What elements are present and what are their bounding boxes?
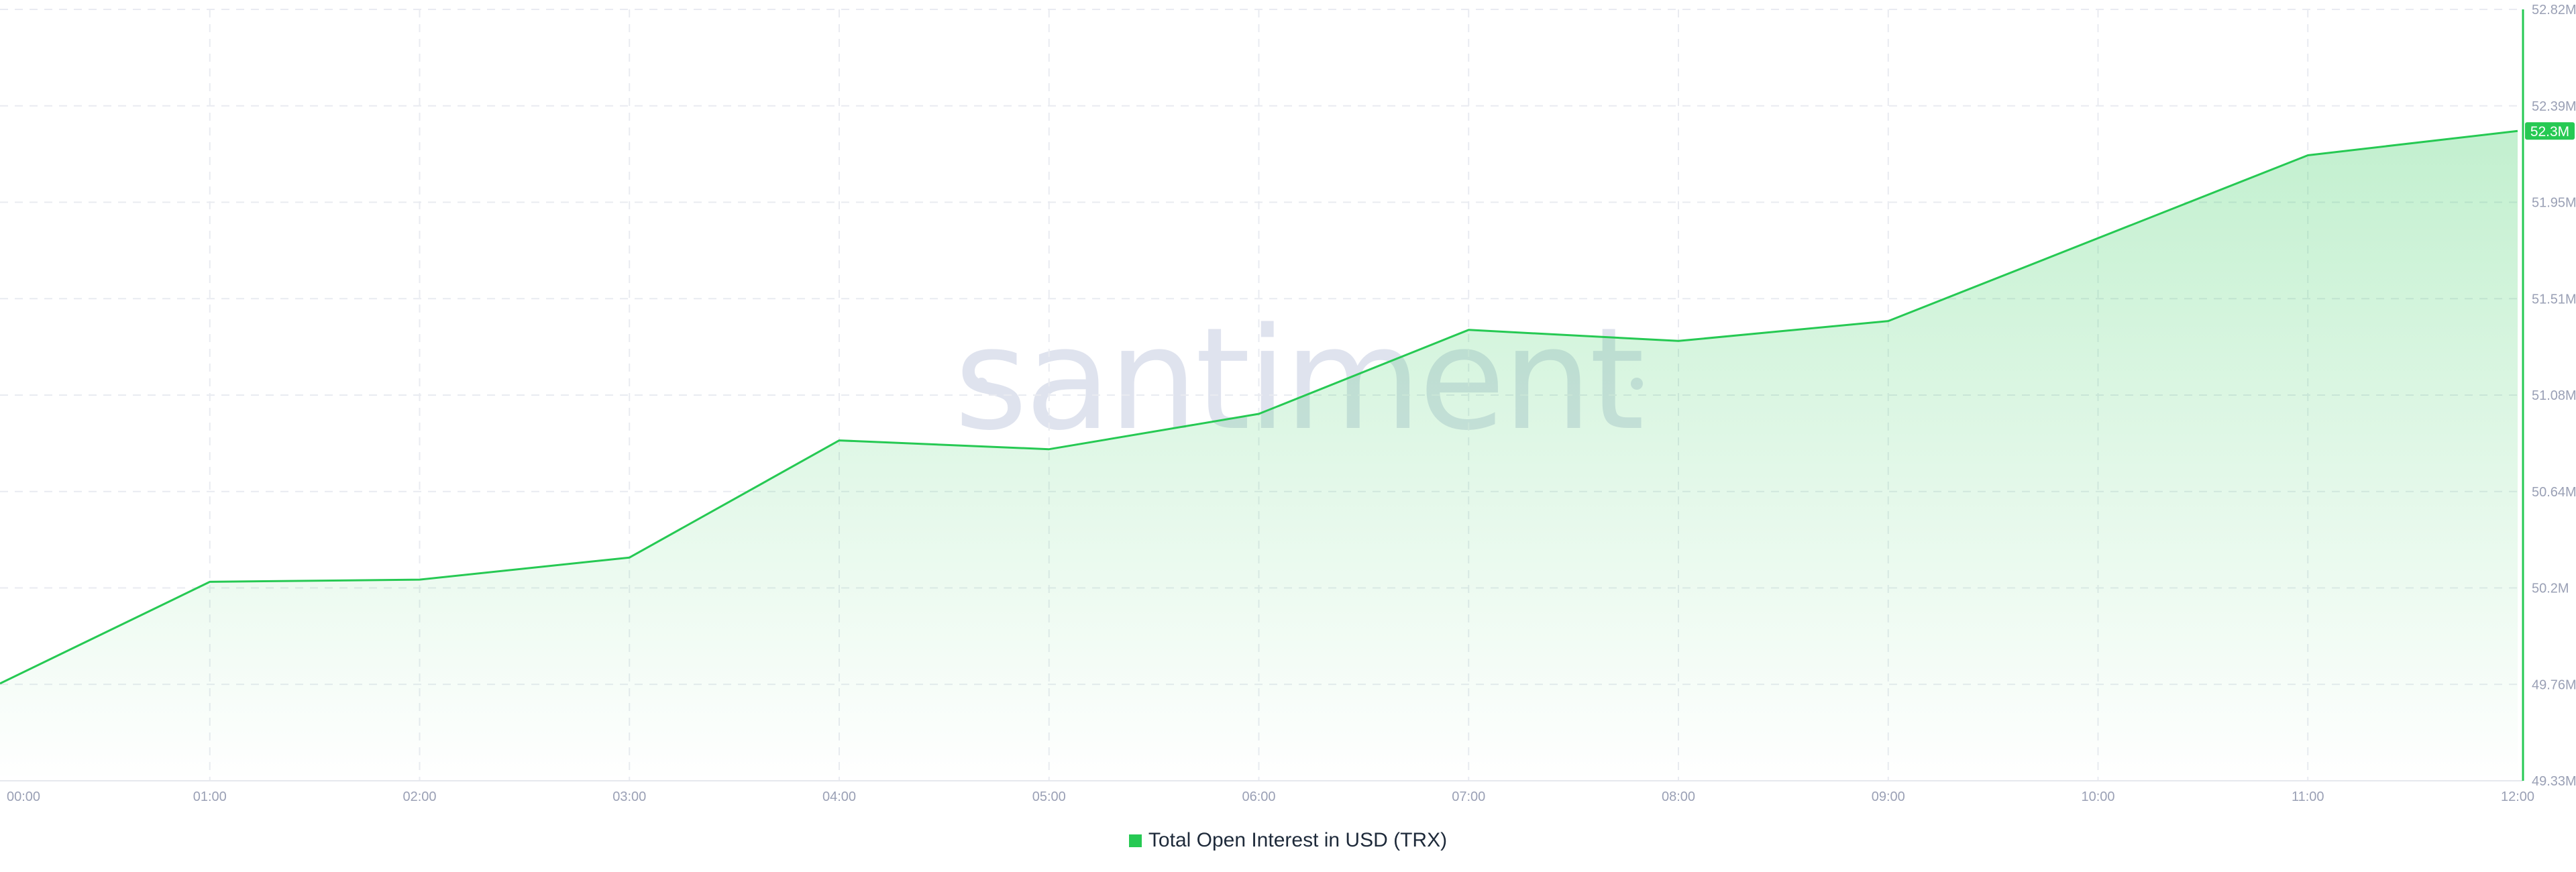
y-tick-label: 49.33M [2532, 774, 2576, 789]
watermark-dot-left [975, 378, 987, 390]
x-tick-label: 11:00 [2292, 789, 2324, 804]
x-tick-label: 03:00 [612, 789, 646, 804]
x-tick-label: 12:00 [2501, 789, 2534, 804]
last-value-badge [2525, 122, 2575, 140]
x-tick-label: 00:00 [7, 789, 40, 804]
y-tick-label: 51.08M [2532, 388, 2576, 403]
x-tick-label: 07:00 [1452, 789, 1485, 804]
y-tick-label: 50.64M [2532, 485, 2576, 500]
legend-swatch [1128, 834, 1142, 847]
x-tick-label: 10:00 [2081, 789, 2114, 804]
y-tick-label: 52.82M [2532, 3, 2576, 17]
y-tick-label: 52.39M [2532, 99, 2576, 114]
plot-area [0, 129, 2518, 781]
series-area [0, 131, 2518, 781]
x-tick-label: 06:00 [1242, 789, 1275, 804]
last-value-label: 52.3M [2530, 124, 2569, 140]
legend-label: Total Open Interest in USD (TRX) [1148, 829, 1448, 851]
y-tick-label: 51.95M [2532, 196, 2576, 211]
x-axis: 00:00 01:00 02:00 03:00 04:00 05:00 06:00 07:00… [7, 789, 2534, 804]
x-tick-label: 01:00 [193, 789, 227, 804]
x-tick-label: 04:00 [822, 789, 856, 804]
series-line [0, 129, 2518, 685]
y-axis: 52.82M 52.39M 51.95M 51.51M 51.08M 50.64M 50.2… [2522, 3, 2576, 789]
x-tick-label: 09:00 [1872, 789, 1905, 804]
legend: Total Open Interest in USD (TRX) [0, 829, 2576, 852]
y-tick-label: 50.2M [2532, 582, 2569, 596]
x-tick-label: 08:00 [1662, 789, 1695, 804]
y-tick-label: 49.76M [2532, 677, 2576, 692]
x-tick-label: 05:00 [1032, 789, 1066, 804]
x-tick-label: 02:00 [402, 789, 436, 804]
y-tick-label: 51.51M [2532, 292, 2576, 307]
